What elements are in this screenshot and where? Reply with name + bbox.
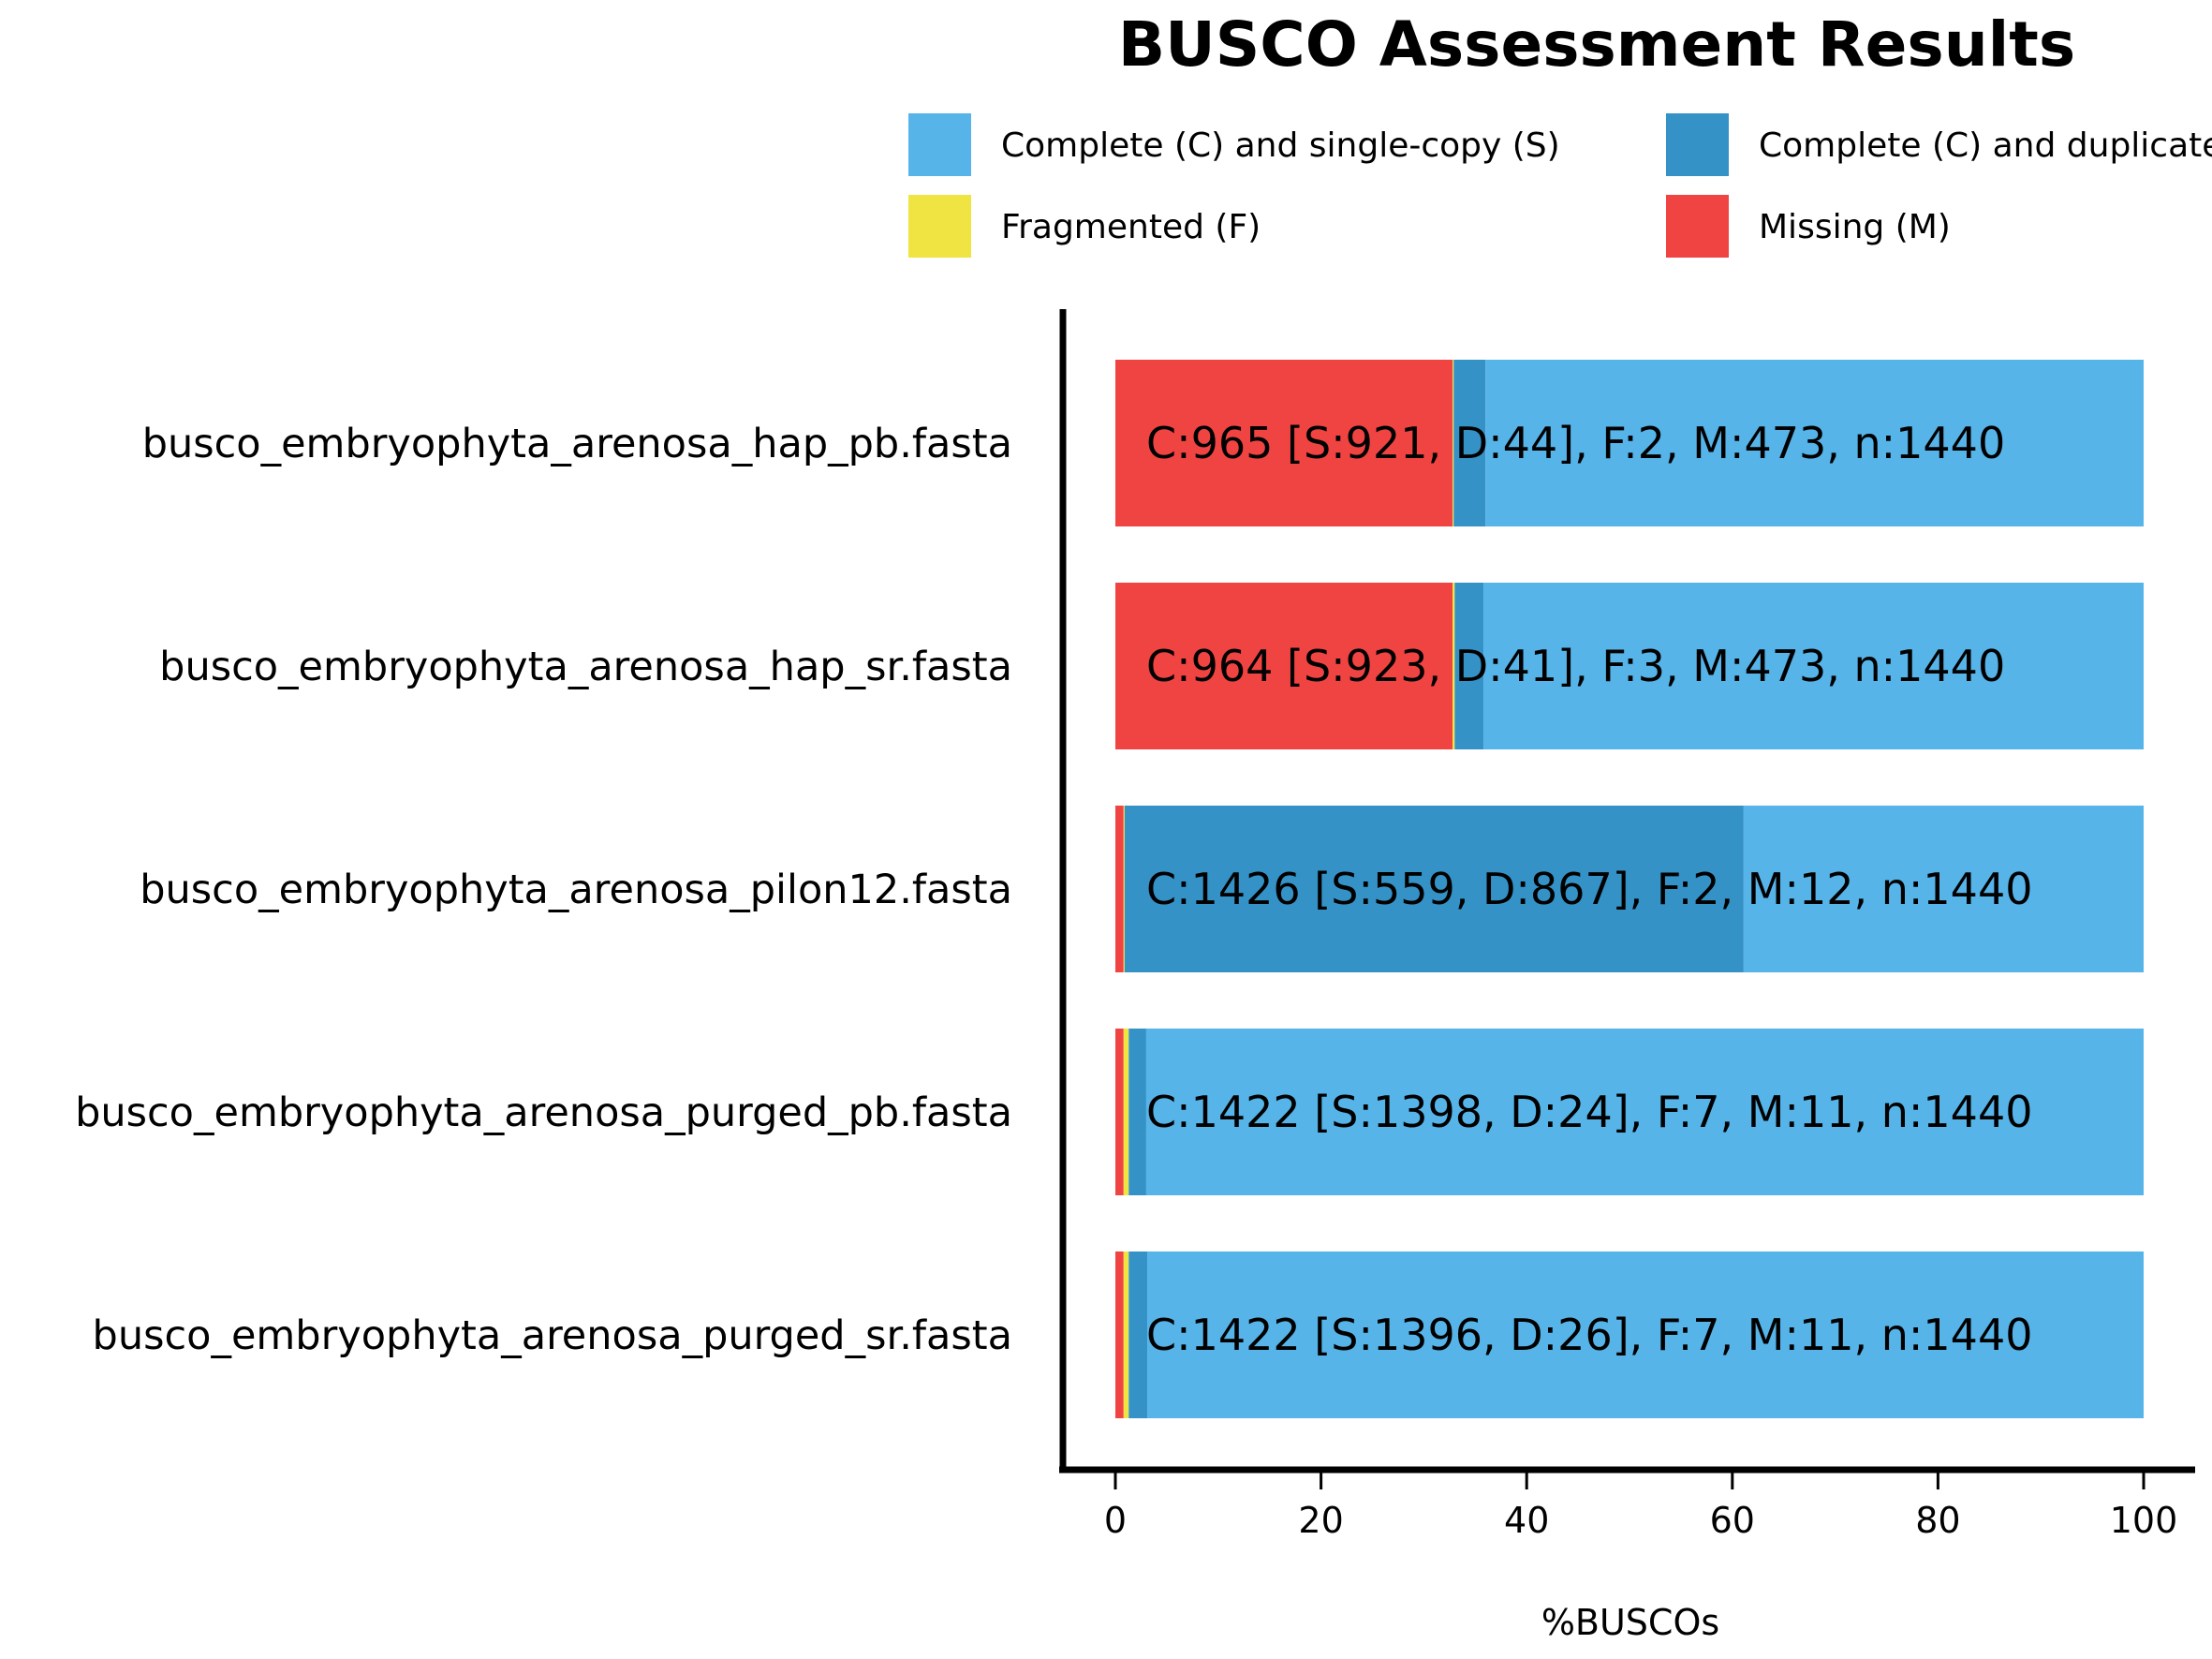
bar-missing-m-1 <box>1115 360 1453 526</box>
bar-fragmented-f-2 <box>1453 583 1455 749</box>
bar-label-4: C:1422 [S:1398, D:24], F:7, M:11, n:1440 <box>1146 1087 2032 1137</box>
bars <box>1115 360 2144 1418</box>
bar-complete-c-and-duplicated-d-1 <box>1453 360 1486 526</box>
bar-complete-c-and-single-copy-s-3 <box>1743 806 2144 972</box>
x-tick-label-80: 80 <box>1915 1500 1960 1541</box>
bar-missing-m-4 <box>1115 1029 1124 1195</box>
bar-label-5: C:1422 [S:1396, D:26], F:7, M:11, n:1440 <box>1146 1310 2032 1360</box>
bar-fragmented-f-4 <box>1123 1029 1129 1195</box>
category-label-2: busco_embryophyta_arenosa_hap_sr.fasta <box>159 644 1012 690</box>
x-tick-label-100: 100 <box>2110 1500 2178 1541</box>
legend-label-fragmented-f: Fragmented (F) <box>1001 208 1261 246</box>
bar-complete-c-and-single-copy-s-1 <box>1485 360 2144 526</box>
legend-swatch-fragmented-f <box>908 195 971 258</box>
x-tick-label-60: 60 <box>1710 1500 1755 1541</box>
bar-complete-c-and-duplicated-d-3 <box>1124 806 1744 972</box>
bar-complete-c-and-single-copy-s-5 <box>1147 1252 2144 1418</box>
bar-label-1: C:965 [S:921, D:44], F:2, M:473, n:1440 <box>1146 418 2005 468</box>
legend-label-complete-c-and-single-copy-s: Complete (C) and single-copy (S) <box>1001 126 1560 165</box>
legend-label-missing-m: Missing (M) <box>1759 208 1951 246</box>
bar-complete-c-and-duplicated-d-5 <box>1128 1252 1148 1418</box>
bar-label-2: C:964 [S:923, D:41], F:3, M:473, n:1440 <box>1146 641 2005 691</box>
x-tick-label-40: 40 <box>1504 1500 1549 1541</box>
bar-complete-c-and-single-copy-s-2 <box>1483 583 2144 749</box>
bar-complete-c-and-duplicated-d-2 <box>1454 583 1484 749</box>
bar-missing-m-2 <box>1115 583 1453 749</box>
bar-missing-m-3 <box>1115 806 1124 972</box>
category-label-4: busco_embryophyta_arenosa_purged_pb.fast… <box>75 1089 1012 1136</box>
category-label-5: busco_embryophyta_arenosa_purged_sr.fast… <box>93 1312 1012 1359</box>
bar-complete-c-and-duplicated-d-4 <box>1128 1029 1146 1195</box>
legend-swatch-complete-c-and-duplicated-d <box>1666 113 1729 176</box>
bar-fragmented-f-5 <box>1123 1252 1129 1418</box>
bar-missing-m-5 <box>1115 1252 1124 1418</box>
category-label-3: busco_embryophyta_arenosa_pilon12.fasta <box>140 867 1012 913</box>
legend-swatch-complete-c-and-single-copy-s <box>908 113 971 176</box>
legend-label-complete-c-and-duplicated-d: Complete (C) and duplicated (D) <box>1759 126 2212 165</box>
bar-labels: C:965 [S:921, D:44], F:2, M:473, n:1440 C… <box>1146 418 2032 1360</box>
category-label-1: busco_embryophyta_arenosa_hap_pb.fasta <box>142 421 1012 467</box>
category-labels: busco_embryophyta_arenosa_hap_pb.fastabu… <box>75 421 1012 1359</box>
x-tick-label-20: 20 <box>1298 1500 1343 1541</box>
legend-swatch-missing-m <box>1666 195 1729 258</box>
chart-title: BUSCO Assessment Results <box>1118 8 2075 81</box>
bar-complete-c-and-single-copy-s-4 <box>1145 1029 2144 1195</box>
bar-fragmented-f-3 <box>1123 806 1125 972</box>
axes: 0 20 40 60 80 100 <box>1059 309 2195 1541</box>
legend: Complete (C) and single-copy (S) Complete… <box>908 113 2212 258</box>
x-axis-label: %BUSCOs <box>1541 1602 1719 1643</box>
bar-label-3: C:1426 [S:559, D:867], F:2, M:12, n:1440 <box>1146 864 2032 914</box>
x-tick-label-0: 0 <box>1104 1500 1127 1541</box>
